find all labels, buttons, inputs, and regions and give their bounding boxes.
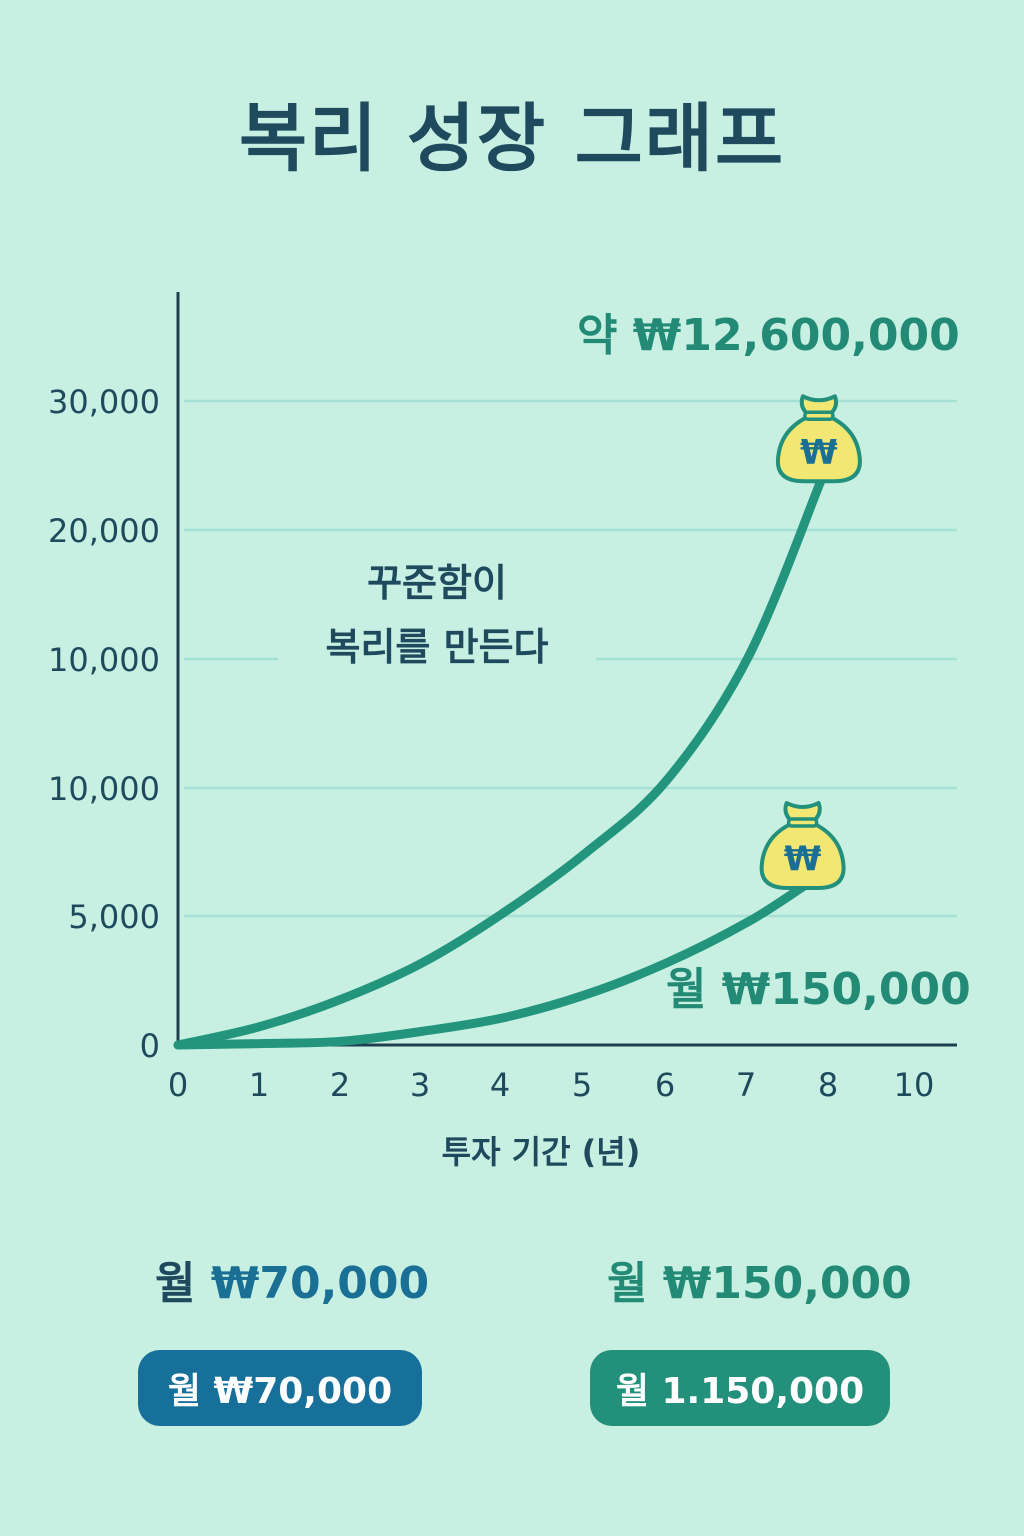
y-tick-label: 0 [140, 1027, 160, 1065]
pill-button-1150000[interactable]: 월 1.150,000 [590, 1350, 890, 1426]
x-axis-label: 투자 기간 (년) [442, 1133, 641, 1171]
x-tick-label: 1 [249, 1066, 269, 1104]
series-line-1 [173, 473, 827, 1050]
money-bag-icon: ₩ [759, 801, 846, 890]
money-bag-icon: ₩ [775, 394, 862, 484]
legend-prefix: 월 [155, 1258, 196, 1309]
lower-value-label: 월 ₩150,000 [666, 964, 971, 1015]
x-tick-label: 0 [168, 1066, 188, 1104]
x-tick-label: 5 [572, 1066, 592, 1104]
x-tick-label: 7 [736, 1066, 756, 1104]
x-tick-label: 6 [655, 1066, 675, 1104]
won-symbol: ₩ [800, 432, 838, 472]
y-tick-label: 5,000 [68, 898, 160, 936]
center-text-backdrop [278, 560, 596, 672]
money-bags: ₩₩ [759, 394, 862, 890]
won-symbol: ₩ [784, 839, 822, 879]
center-text-line2: 복리를 만든다 [326, 625, 549, 669]
chart-title: 복리 성장 그래프 [238, 96, 786, 182]
upper-value-label: 약 ₩12,600,000 [577, 310, 960, 361]
series-group [173, 473, 827, 1050]
legend-label-70000: 월 ₩70,000 [155, 1262, 429, 1306]
legend-prefix: 월 [607, 1258, 648, 1309]
y-tick-label: 10,000 [48, 770, 160, 808]
y-tick-label: 20,000 [48, 512, 160, 550]
center-text-line1: 꾸준함이 [367, 561, 507, 605]
y-axis-ticks: 0 5,000 10,000 10,000 20,000 30,000 [48, 383, 160, 1065]
legend-amount: ₩150,000 [662, 1258, 912, 1309]
x-tick-label: 10 [894, 1066, 935, 1104]
x-tick-label: 3 [410, 1066, 430, 1104]
series-line-2 [173, 880, 811, 1050]
x-tick-label: 8 [818, 1066, 838, 1104]
x-tick-label: 2 [330, 1066, 350, 1104]
x-axis-ticks: 0 1 2 3 4 5 6 7 8 10 [168, 1066, 935, 1104]
y-tick-label: 10,000 [48, 641, 160, 679]
legend-label-150000: 월 ₩150,000 [607, 1262, 912, 1306]
pill-button-70000[interactable]: 월 ₩70,000 [138, 1350, 422, 1426]
y-tick-label: 30,000 [48, 383, 160, 421]
compound-growth-chart: 0 5,000 10,000 10,000 20,000 30,000 0 1 2 3 4 5 6 7 8… [48, 292, 971, 1171]
x-tick-label: 4 [490, 1066, 510, 1104]
legend-amount: ₩70,000 [210, 1258, 430, 1309]
